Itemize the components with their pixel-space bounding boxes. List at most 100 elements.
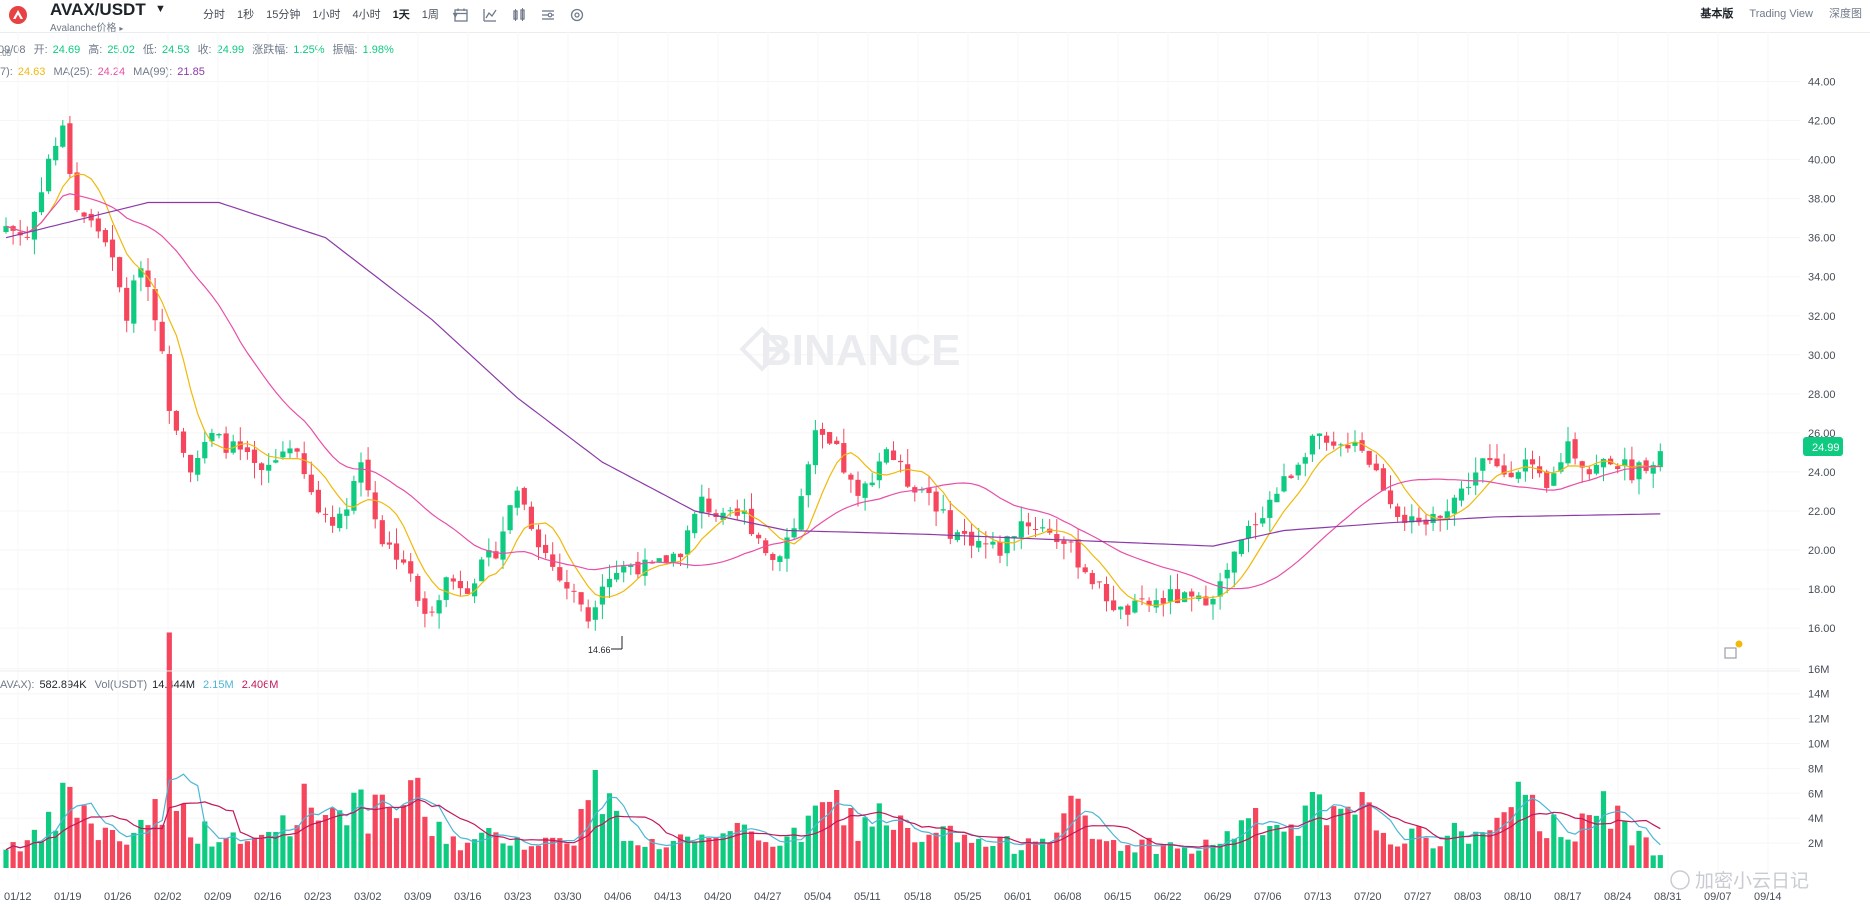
volume-bar <box>322 815 329 868</box>
candle <box>1551 466 1557 487</box>
candle <box>1437 515 1443 532</box>
y-tick-label: 32.00 <box>1808 311 1836 323</box>
volume-bar <box>1132 852 1138 868</box>
volume-bar <box>1004 836 1010 868</box>
x-tick-label: 08/24 <box>1604 891 1632 903</box>
volume-bar <box>564 843 570 868</box>
candle <box>1416 507 1422 526</box>
x-tick-label: 06/08 <box>1054 891 1082 903</box>
interval-tab-1w[interactable]: 1周 <box>421 9 439 21</box>
candle <box>1260 506 1266 527</box>
candle <box>436 594 442 629</box>
tab-tradingview[interactable]: Trading View <box>1749 8 1813 20</box>
volume-bar <box>528 846 534 868</box>
candle <box>834 436 840 445</box>
interval-tab-timeline[interactable]: 分时 <box>203 9 225 21</box>
candle <box>1458 481 1465 507</box>
volume-bar <box>486 828 492 868</box>
candle <box>578 592 584 612</box>
candle <box>784 528 790 572</box>
interval-tab-1d[interactable]: 1天 <box>392 9 410 21</box>
min-price-marker: 14.66 <box>588 636 623 655</box>
candle <box>919 486 925 493</box>
vol-label: AVAX): <box>0 679 35 691</box>
volume-bar <box>266 831 272 868</box>
vol-ma5-value: 2.15M <box>203 679 234 691</box>
volume-bar <box>535 845 542 868</box>
volume-bar <box>926 834 932 868</box>
candle <box>372 481 378 529</box>
candle <box>528 501 534 531</box>
candle <box>1061 536 1067 560</box>
volume-bar <box>1544 838 1550 868</box>
candle <box>961 518 968 546</box>
volume-bar <box>1245 818 1252 868</box>
indicator-icon[interactable] <box>482 7 498 23</box>
ma7-value: 24.63 <box>17 66 46 78</box>
ma7-line <box>5 173 1661 607</box>
volume-bar <box>1125 845 1131 868</box>
candle <box>1466 472 1472 495</box>
symbol-subtitle[interactable]: Avalanche价格 ▸ <box>50 23 124 34</box>
interval-tab-1s[interactable]: 1秒 <box>237 9 255 21</box>
tab-depth[interactable]: 深度图 <box>1829 8 1862 20</box>
candle <box>472 578 478 604</box>
candle <box>1480 458 1486 483</box>
candle <box>677 553 684 566</box>
candle <box>685 525 691 569</box>
vol-usdt-label: Vol(USDT) <box>94 679 148 691</box>
volume-bar <box>315 820 321 868</box>
candle <box>1345 432 1351 453</box>
volume-bar <box>855 840 861 868</box>
candle <box>38 177 45 216</box>
candle <box>1501 453 1507 478</box>
candle <box>1245 520 1252 553</box>
x-tick-label: 09/14 <box>1754 891 1782 903</box>
candle <box>841 428 847 475</box>
candle <box>727 506 733 517</box>
candle <box>628 563 634 576</box>
candle <box>1373 454 1379 472</box>
candle <box>152 278 158 332</box>
candle <box>1132 593 1138 614</box>
candle <box>663 555 669 564</box>
volume-bar <box>1047 843 1053 868</box>
volume-bar <box>1643 837 1649 868</box>
candle <box>1182 591 1188 603</box>
volume-bar <box>46 811 52 868</box>
volume-bar <box>550 837 556 868</box>
interval-tab-1h[interactable]: 1小时 <box>312 9 341 21</box>
interval-tab-4h[interactable]: 4小时 <box>352 9 381 21</box>
x-tick-label: 07/13 <box>1304 891 1332 903</box>
x-tick-label: 08/10 <box>1504 891 1532 903</box>
candle <box>1153 588 1159 613</box>
candle <box>294 447 300 458</box>
chart-type-icon[interactable] <box>511 7 527 23</box>
volume-bar <box>422 816 428 868</box>
volume-bar <box>827 801 833 868</box>
candle <box>649 559 655 564</box>
volume-bar <box>763 842 769 868</box>
gear-icon[interactable] <box>569 7 585 23</box>
ohlc-info-line: 09/08 开: 24.69 高: 25.02 低: 24.53 收: 24.99 涨跌… <box>0 41 399 57</box>
y-tick-label: 24.00 <box>1808 467 1836 479</box>
candle <box>1508 461 1514 478</box>
triangle-down-icon[interactable]: ▼ <box>155 3 166 15</box>
ma7-label: 7): <box>0 66 13 78</box>
candle <box>876 452 882 489</box>
tab-basic[interactable]: 基本版 <box>1700 8 1734 20</box>
calendar-icon[interactable] <box>453 7 469 23</box>
chart-settings-icon[interactable] <box>540 7 556 23</box>
volume-bar <box>1487 830 1493 868</box>
candle <box>457 570 463 596</box>
candle <box>1387 475 1394 509</box>
candle <box>1068 539 1074 553</box>
volume-bar <box>912 842 918 868</box>
current-price-tag: 24.99 <box>1803 437 1843 456</box>
interval-tab-15m[interactable]: 15分钟 <box>266 9 301 21</box>
symbol-title[interactable]: AVAX/USDT <box>50 0 146 19</box>
x-tick-label: 03/16 <box>454 891 482 903</box>
candle <box>109 225 116 271</box>
volume-bar <box>1565 839 1571 868</box>
volume-bar <box>1608 828 1614 868</box>
